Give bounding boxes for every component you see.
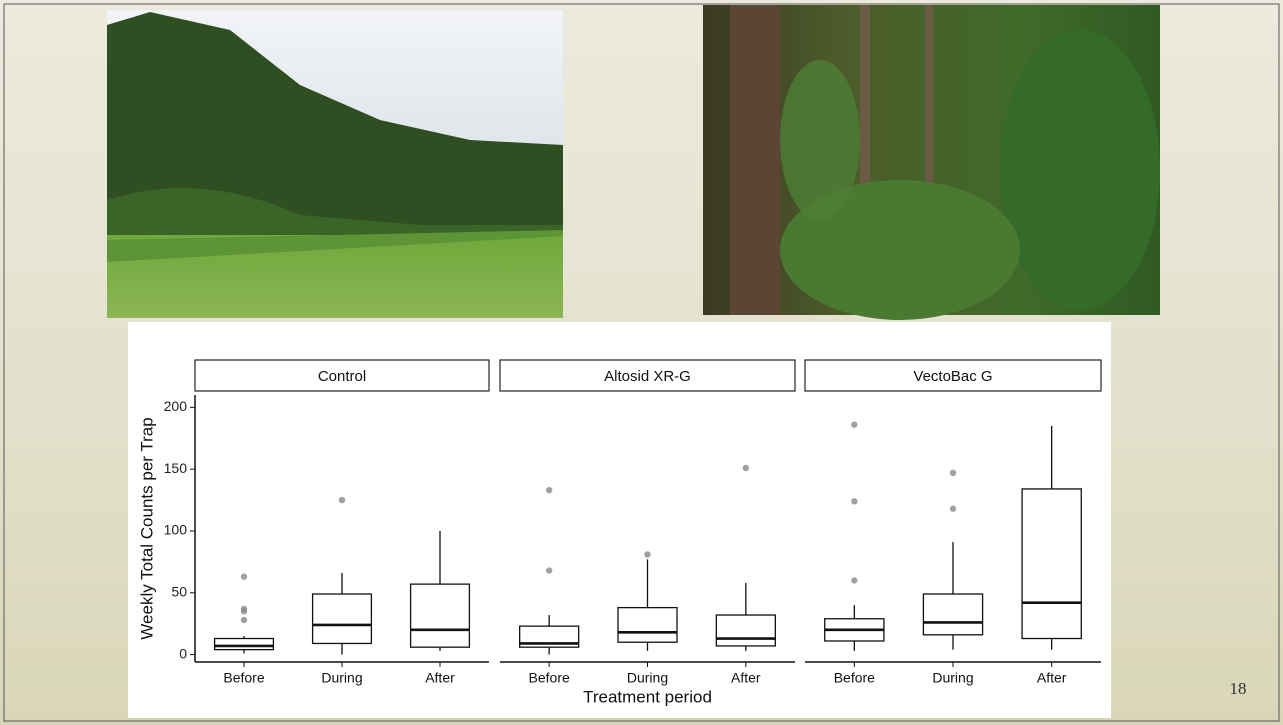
y-axis-title: Weekly Total Counts per Trap (137, 417, 156, 639)
x-tick-label: Before (834, 670, 875, 686)
page-number: 18 (1230, 679, 1247, 698)
y-tick-label: 150 (164, 460, 188, 476)
x-tick-label: During (321, 670, 362, 686)
box (215, 639, 274, 650)
box (1022, 489, 1081, 639)
outlier (339, 497, 345, 503)
x-axis-title: Treatment period (583, 687, 712, 706)
outlier (950, 470, 956, 476)
box (313, 594, 372, 643)
x-tick-label: After (425, 670, 455, 686)
photo-woods (703, 5, 1160, 320)
outlier (644, 551, 650, 557)
slide: 18 Control 0 50 100 150 200 Weekly Total Count… (0, 0, 1283, 725)
y-tick-label: 50 (171, 583, 187, 599)
outlier (241, 574, 247, 580)
photo-field (107, 10, 563, 318)
outlier (546, 567, 552, 573)
x-tick-label: Before (529, 670, 570, 686)
outlier (950, 506, 956, 512)
outlier (851, 577, 857, 583)
outlier (743, 465, 749, 471)
box (716, 615, 775, 646)
x-tick-label: After (731, 670, 761, 686)
page: {"page_number": "18", "chart_data": [ {"… (0, 0, 1283, 725)
y-tick-label: 200 (164, 398, 188, 414)
y-tick-label: 100 (164, 522, 188, 538)
slide-canvas: 18 Control 0 50 100 150 200 Weekly Total Count… (0, 0, 1283, 725)
x-tick-label: After (1037, 670, 1067, 686)
box (618, 608, 677, 643)
outlier (851, 498, 857, 504)
box (923, 594, 982, 635)
y-tick-label: 0 (179, 645, 187, 661)
facet-title: VectoBac G (913, 368, 992, 385)
facet-title: Altosid XR-G (604, 368, 691, 385)
facet-title: Control (318, 368, 366, 385)
x-tick-label: During (627, 670, 668, 686)
x-tick-label: Before (223, 670, 264, 686)
outlier (241, 617, 247, 623)
outlier (546, 487, 552, 493)
x-tick-label: During (932, 670, 973, 686)
outlier (241, 606, 247, 612)
outlier (851, 421, 857, 427)
box (411, 584, 470, 647)
